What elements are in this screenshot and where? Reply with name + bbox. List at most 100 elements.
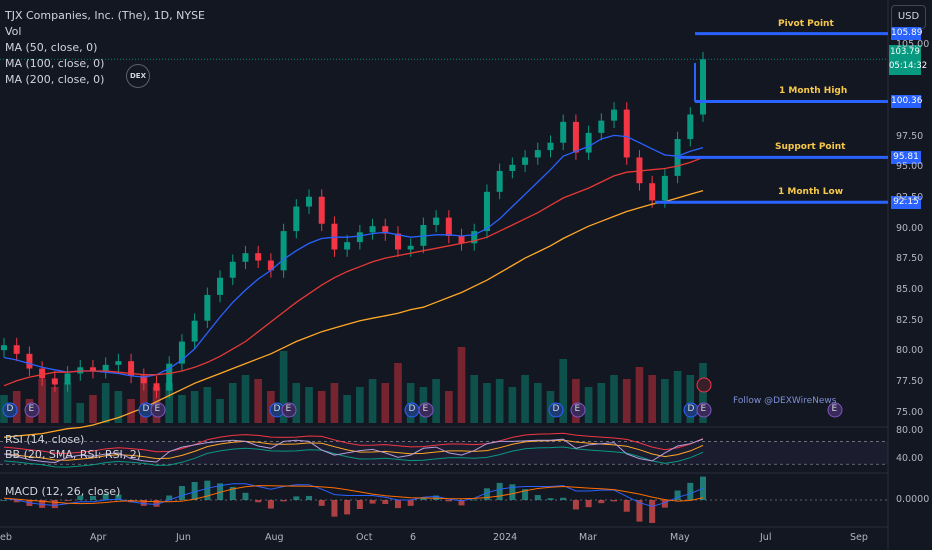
rsi-axis-label: 80.00 bbox=[896, 425, 924, 437]
volume-bar bbox=[114, 391, 123, 423]
level-price-tag: 92.15 bbox=[891, 195, 921, 209]
bb-legend[interactable]: BB (20, SMA, RSI: RSI, 2) bbox=[5, 448, 142, 461]
macd-histogram-bar bbox=[64, 500, 71, 501]
volume-bar bbox=[483, 383, 491, 423]
candle bbox=[369, 226, 376, 233]
macd-histogram-bar bbox=[598, 500, 605, 504]
candle bbox=[598, 120, 605, 133]
volume-bar bbox=[445, 391, 453, 423]
candle bbox=[89, 367, 96, 371]
currency-button[interactable]: USD bbox=[891, 5, 926, 29]
dividend-marker-label: D bbox=[142, 404, 150, 414]
macd-legend[interactable]: MACD (12, 26, close) bbox=[5, 485, 121, 498]
dividend-marker-label: D bbox=[408, 404, 416, 414]
volume-bar bbox=[432, 379, 440, 423]
earnings-marker-label: E bbox=[700, 404, 707, 414]
candle bbox=[534, 150, 541, 158]
volume-bar bbox=[648, 375, 656, 423]
volume-bar bbox=[241, 375, 250, 423]
volume-bar bbox=[38, 379, 46, 423]
macd-histogram-bar bbox=[382, 500, 389, 505]
candle bbox=[39, 368, 46, 379]
price-axis-label: 105.00 bbox=[896, 38, 930, 50]
volume-bar bbox=[330, 383, 339, 423]
legend-volume[interactable]: Vol bbox=[5, 25, 22, 38]
macd-histogram-bar bbox=[623, 500, 630, 512]
candle bbox=[140, 375, 147, 384]
candle bbox=[560, 121, 567, 143]
macd-histogram-bar bbox=[51, 500, 58, 509]
legend-title[interactable]: TJX Companies, Inc. (The), 1D, NYSE bbox=[5, 9, 205, 22]
candle bbox=[204, 294, 211, 321]
volume-bar bbox=[76, 403, 85, 423]
macd-histogram-bar bbox=[611, 500, 618, 502]
candle bbox=[522, 157, 529, 165]
earnings-marker-icon bbox=[281, 402, 297, 418]
legend-ma100[interactable]: MA (100, close, 0) bbox=[5, 57, 105, 70]
rsi-legend[interactable]: RSI (14, close) bbox=[5, 433, 85, 446]
macd-histogram-bar bbox=[255, 500, 262, 503]
earnings-marker-icon bbox=[696, 402, 712, 418]
candle bbox=[267, 260, 274, 271]
volume-bar bbox=[699, 363, 707, 423]
candle bbox=[674, 139, 681, 176]
volume-bar bbox=[51, 387, 59, 423]
macd-histogram-bar bbox=[369, 500, 376, 504]
volume-bar bbox=[521, 375, 529, 423]
macd-histogram-bar bbox=[572, 500, 579, 510]
volume-bar bbox=[127, 399, 135, 423]
legend-ma200[interactable]: MA (200, close, 0) bbox=[5, 73, 105, 86]
volume-bar bbox=[622, 379, 631, 423]
dividend-marker-label: D bbox=[6, 404, 14, 414]
time-axis-label: 6 bbox=[410, 532, 417, 543]
rsi-band bbox=[0, 441, 888, 465]
dividend-marker-icon bbox=[2, 402, 18, 418]
macd-signal-line bbox=[3, 485, 704, 505]
candle bbox=[547, 142, 554, 151]
legend-ma50[interactable]: MA (50, close, 0) bbox=[5, 41, 98, 54]
candle bbox=[611, 109, 618, 121]
rsi-line bbox=[3, 438, 704, 464]
candle bbox=[178, 341, 185, 364]
candle bbox=[407, 245, 414, 250]
volume-bar bbox=[495, 379, 504, 423]
earnings-marker-label: E bbox=[574, 404, 581, 414]
candle bbox=[306, 196, 313, 207]
macd-histogram-bar bbox=[560, 497, 567, 500]
macd-histogram-bar bbox=[178, 486, 185, 500]
time-axis-label: Oct bbox=[356, 532, 373, 543]
volume-bar bbox=[673, 371, 682, 423]
earnings-marker-label: E bbox=[831, 404, 838, 414]
candle bbox=[509, 164, 516, 171]
candle bbox=[382, 226, 389, 234]
candle bbox=[128, 361, 135, 376]
chart-legend: TJX Companies, Inc. (The), 1D, NYSE Vol … bbox=[5, 8, 205, 88]
volume-bar bbox=[139, 375, 148, 423]
earnings-marker-label: E bbox=[28, 404, 35, 414]
macd-histogram-bar bbox=[522, 489, 529, 500]
macd-histogram-bar bbox=[153, 500, 160, 507]
macd-histogram-bar bbox=[217, 483, 224, 500]
rsi-axis-label: 40.00 bbox=[896, 452, 924, 464]
macd-histogram-bar bbox=[166, 495, 173, 500]
macd-histogram-bar bbox=[661, 500, 668, 508]
level-price-tag: 105.89 bbox=[891, 27, 923, 41]
dividend-marker-label: D bbox=[273, 404, 281, 414]
level-label: Support Point bbox=[775, 142, 846, 153]
macd-histogram-bar bbox=[115, 494, 122, 500]
candle bbox=[115, 361, 122, 365]
level-price-tag: 95.81 bbox=[891, 150, 921, 164]
candle bbox=[445, 217, 452, 236]
macd-histogram-bar bbox=[191, 482, 198, 500]
split-marker-icon bbox=[696, 377, 712, 393]
earnings-marker-label: E bbox=[422, 404, 429, 414]
price-axis-label: 77.50 bbox=[896, 376, 924, 388]
candle bbox=[483, 191, 490, 232]
volume-bar bbox=[254, 379, 262, 423]
volume-bar bbox=[305, 387, 313, 423]
earnings-marker-icon bbox=[24, 402, 40, 418]
candle bbox=[229, 261, 236, 278]
volume-bar bbox=[686, 375, 695, 423]
macd-histogram-bar bbox=[394, 500, 401, 509]
